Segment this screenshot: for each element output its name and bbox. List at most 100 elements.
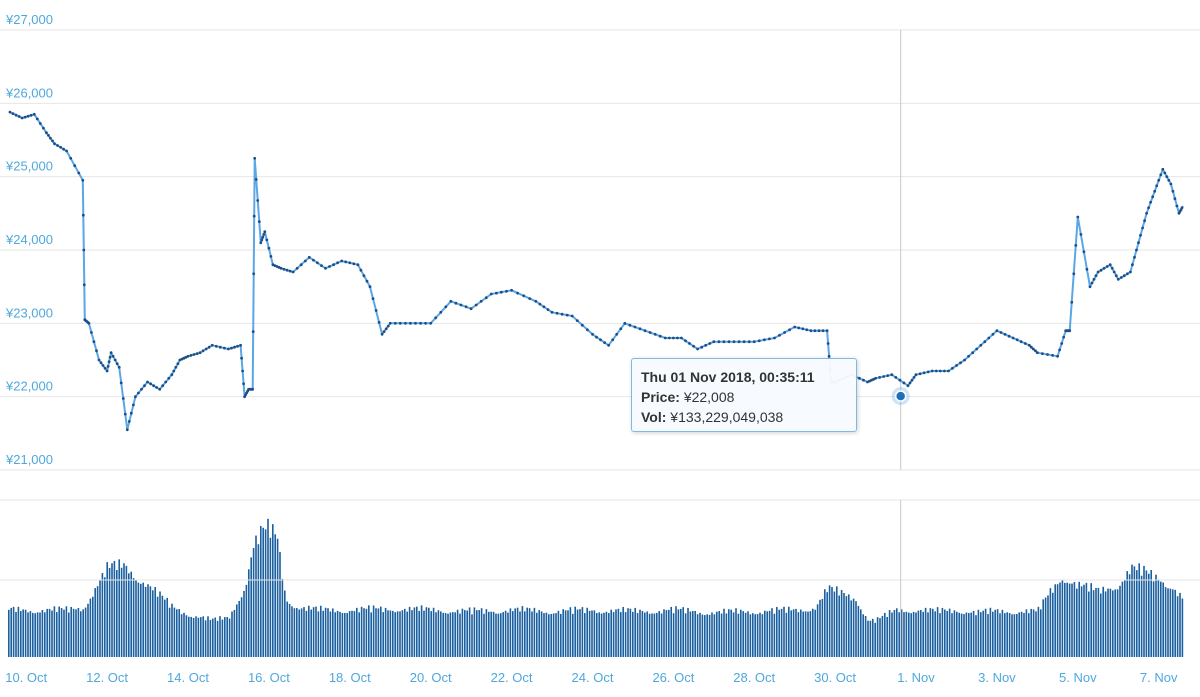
volume-bar [987,614,989,657]
volume-bar [75,609,77,657]
volume-bar [363,608,365,657]
date-tick-label: 12. Oct [86,670,128,685]
volume-bar [202,616,204,657]
price-point [29,113,33,117]
volume-bar [701,614,704,657]
price-point [813,329,817,333]
volume-bar [872,618,874,657]
volume-bar [188,616,190,657]
date-tick-label: 28. Oct [733,670,775,685]
volume-bar [399,611,401,657]
volume-bar [466,610,468,657]
price-point [484,296,488,300]
price-point [42,126,45,130]
price-tick-label: ¥21,000 [5,452,53,467]
volume-bar [579,609,581,657]
volume-bar [502,612,504,657]
price-point [62,147,65,151]
volume-bar [401,610,404,657]
price-point [240,356,244,360]
price-point [628,323,632,327]
volume-bar [20,611,22,657]
price-point [672,336,675,340]
price-point [81,178,85,182]
price-point [288,269,292,273]
price-point [658,334,662,338]
volume-bar [1088,591,1090,657]
price-point [59,145,62,149]
volume-bar [536,612,538,657]
volume-bar [656,612,658,657]
price-point [1143,219,1146,223]
volume-bar [716,611,718,657]
volume-bar [699,612,701,657]
volume-bar [519,611,521,657]
volume-bar [440,611,442,657]
price-point [858,376,861,380]
volume-bar [836,586,838,657]
volume-bar [459,613,461,657]
volume-bar [411,610,413,657]
price-point [479,299,483,303]
price-point [439,310,443,314]
price-point [269,255,273,258]
volume-bar [713,614,716,657]
volume-bar [809,611,812,657]
volume-bar [598,612,600,657]
volume-bar [636,613,639,657]
volume-bar [495,613,497,657]
price-point [125,428,129,432]
price-point [1046,353,1049,356]
price-point [252,272,256,276]
volume-bar [948,608,951,657]
price-point [20,116,24,120]
volume-bar [706,614,708,657]
price-point [90,331,93,334]
price-point [1161,167,1165,171]
hover-point[interactable] [894,390,907,402]
volume-bar [142,582,144,657]
price-point [11,112,15,115]
volume-bar [464,610,466,657]
price-point [332,263,335,267]
price-point [1131,263,1134,267]
price-point [908,381,912,385]
price-point [1133,255,1136,259]
volume-bar [891,612,893,657]
volume-bar [252,548,255,657]
price-point [32,112,36,116]
price-point [380,332,384,336]
volume-bar [339,611,341,657]
price-point [894,376,898,379]
volume-bar [334,612,336,657]
price-point [282,267,286,271]
price-point [768,337,771,341]
price-point [371,297,375,300]
volume-bar [617,608,620,657]
volume-bar [284,590,286,657]
volume-bar [204,620,207,657]
volume-bar [72,608,75,657]
volume-bar [747,611,749,657]
volume-bar [161,595,164,657]
volume-bar [682,607,684,657]
price-point [926,370,930,374]
price-point [1036,351,1039,355]
price-point [1169,182,1173,186]
price-point [192,353,196,356]
volume-bar [108,567,111,657]
price-point [663,336,667,340]
volume-bar [663,609,665,657]
price-point [368,285,372,289]
volume-bar [1064,582,1066,657]
volume-bar [783,606,785,657]
volume-bar [240,597,243,657]
price-point [1159,173,1163,177]
price-point [805,328,809,332]
volume-bar [1061,579,1064,657]
price-point [692,344,695,348]
volume-bar [567,610,569,657]
volume-bar [946,611,948,657]
price-point [38,122,42,125]
